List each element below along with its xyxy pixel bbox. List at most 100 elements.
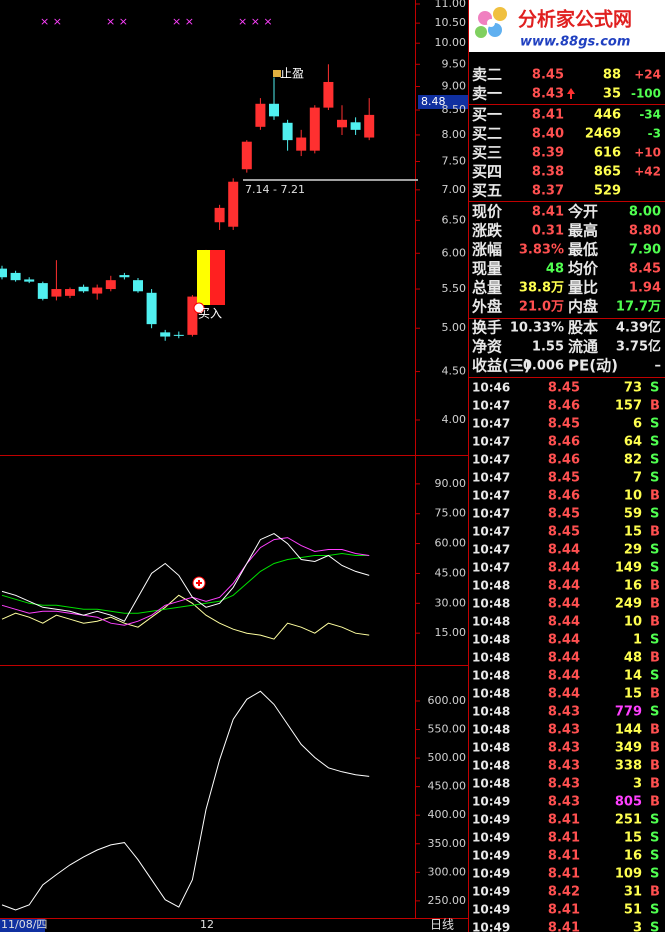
- cross: × ×: [172, 15, 194, 28]
- tick-price: 8.45: [548, 525, 580, 540]
- candle-body: [78, 286, 89, 292]
- tick-side: B: [650, 741, 660, 756]
- y-tick-label: 5.00: [442, 321, 467, 334]
- cross-marker-sign: [196, 580, 202, 586]
- stat-value: 48: [546, 262, 564, 277]
- y-tick-label: 250.00: [428, 894, 467, 907]
- up-arrow: [567, 88, 575, 99]
- take-profit-label: 止盈: [280, 67, 304, 81]
- stat-value: 3.83%: [519, 243, 564, 258]
- tick-time: 10:48: [472, 687, 510, 701]
- stat-value: 10.33%: [510, 321, 564, 336]
- y-tick-label: 6.00: [442, 246, 467, 259]
- tick-time: 10:49: [472, 921, 510, 932]
- tick-time: 10:49: [472, 903, 510, 917]
- stat-label: 流通: [568, 338, 598, 356]
- tick-price: 8.44: [548, 615, 580, 630]
- y-tick-label: 60.00: [435, 537, 467, 550]
- tick-time: 10:47: [472, 435, 510, 449]
- y-tick-label: 450.00: [428, 780, 467, 793]
- signal-crosses: × × × × × × × × ×: [40, 15, 273, 28]
- tick-volume: 149: [615, 561, 642, 576]
- y-tick-label: 15.00: [435, 626, 467, 639]
- tick-time: 10:47: [472, 543, 510, 557]
- tick-volume: 251: [615, 813, 642, 828]
- tick-time: 10:47: [472, 399, 510, 413]
- tick-time: 10:49: [472, 885, 510, 899]
- y-tick-label: 6.50: [442, 213, 467, 226]
- candle-body: [309, 107, 320, 151]
- candle-body: [337, 119, 347, 128]
- petal-center: [487, 19, 495, 27]
- stat-label: 净资: [472, 338, 502, 356]
- stat-label: 股本: [568, 319, 598, 337]
- stat-value: -0.006: [517, 359, 564, 374]
- candle-body: [24, 279, 35, 282]
- x-tick-label: 11/08/四: [1, 918, 47, 931]
- tick-volume: 16: [624, 579, 642, 594]
- tick-price: 8.41: [548, 813, 580, 828]
- last-price-tag: [418, 95, 468, 109]
- candle-body: [323, 81, 334, 108]
- tick-price: 8.44: [548, 651, 580, 666]
- stat-label: 换手: [472, 319, 502, 337]
- tick-time: 10:48: [472, 669, 510, 683]
- candle-body: [282, 122, 293, 141]
- tick-side: S: [650, 561, 659, 576]
- tick-side: B: [650, 687, 660, 702]
- book-label: 买二: [472, 125, 502, 143]
- tick-price: 8.43: [548, 705, 580, 720]
- tick-volume: 29: [624, 543, 642, 558]
- stat-value: 21.0万: [519, 300, 564, 315]
- range-label: 7.14 - 7.21: [245, 183, 305, 196]
- y-tick-label: 10.50: [435, 16, 467, 29]
- period-label: 日线: [430, 918, 454, 932]
- tick-volume: 64: [624, 435, 642, 450]
- buy-signal-bar: [197, 250, 210, 305]
- stat-label: 均价: [568, 260, 599, 278]
- stat-value: 4.39亿: [616, 320, 661, 336]
- tick-side: B: [650, 723, 660, 738]
- y-tick-label: 7.00: [442, 183, 467, 196]
- book-price: 8.39: [532, 146, 564, 161]
- stat-label: 量比: [568, 279, 598, 297]
- tick-time: 10:49: [472, 849, 510, 863]
- y-tick-label: 90.00: [435, 477, 467, 490]
- tick-volume: 6: [633, 417, 642, 432]
- candle-body: [160, 332, 171, 337]
- stat-value: –: [655, 359, 662, 374]
- y-tick-label: 9.50: [442, 57, 467, 70]
- tick-time: 10:48: [472, 651, 510, 665]
- tick-volume: 249: [615, 597, 642, 612]
- book-price: 8.40: [532, 127, 564, 142]
- tick-price: 8.44: [548, 579, 580, 594]
- tick-side: B: [650, 777, 660, 792]
- candle-body: [146, 292, 157, 325]
- tick-side: B: [650, 489, 660, 504]
- last-price: 8.48: [421, 95, 446, 108]
- y-tick-label: 4.00: [442, 413, 467, 426]
- tick-volume: 48: [624, 651, 642, 666]
- tick-volume: 59: [624, 507, 642, 522]
- candle-body: [10, 272, 21, 281]
- indicator-line: [1, 533, 370, 622]
- tick-price: 8.42: [548, 885, 580, 900]
- book-change: +42: [634, 165, 661, 179]
- tick-price: 8.41: [548, 903, 580, 918]
- stat-value: 0.31: [532, 224, 564, 239]
- tick-side: S: [650, 813, 659, 828]
- indicator-line: [1, 552, 370, 614]
- book-volume: 616: [594, 146, 621, 161]
- y-tick-label: 300.00: [428, 865, 467, 878]
- stat-value: 1.55: [532, 340, 564, 355]
- tick-volume: 14: [624, 669, 642, 684]
- book-change: -3: [648, 127, 661, 141]
- tick-side: B: [650, 399, 660, 414]
- tick-price: 8.45: [548, 417, 580, 432]
- book-price: 8.37: [532, 184, 564, 199]
- tick-price: 8.41: [548, 867, 580, 882]
- cross: × ×: [40, 15, 62, 28]
- cross: × ×: [106, 15, 128, 28]
- stat-value: 3.75亿: [616, 339, 661, 355]
